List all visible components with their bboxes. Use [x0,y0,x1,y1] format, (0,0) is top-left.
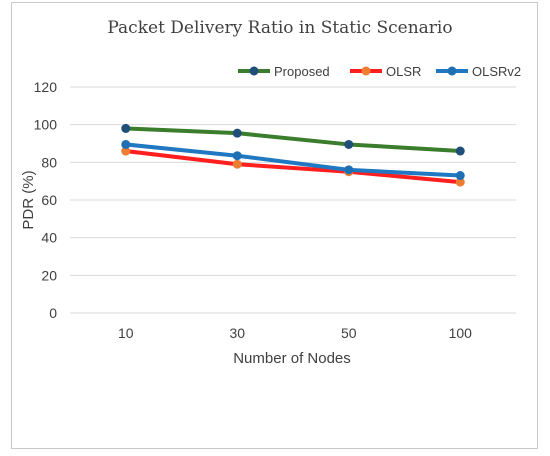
series-olsr [121,146,465,187]
chart-frame [11,2,538,449]
x-tick-label: 30 [229,325,245,341]
series-line [125,142,461,178]
legend-label: OLSRv2 [472,64,521,79]
y-tick-label: 80 [41,154,57,170]
y-tick-label: 120 [34,79,58,95]
legend-marker [447,66,457,76]
legend-marker [361,66,371,76]
y-tick-label: 40 [41,230,57,246]
data-point [121,146,131,156]
data-point [121,123,131,133]
data-point [232,151,242,161]
x-axis-label: Number of Nodes [233,350,351,367]
x-tick-label: 100 [449,325,473,341]
y-tick-label: 0 [49,305,57,321]
series-lines [121,123,465,187]
data-point [232,128,242,138]
data-point [455,177,465,187]
legend-item: Proposed [238,64,330,79]
legend-item: OLSR [350,64,421,79]
data-point [121,139,131,149]
series-line [125,149,461,185]
series-proposed [121,123,465,156]
y-axis-label: PDR (%) [20,170,37,229]
legend-marker [249,66,259,76]
gridlines [70,86,516,314]
legend-label: Proposed [274,64,330,79]
data-point [232,159,242,169]
x-tick-label: 10 [118,325,134,341]
x-tick-labels: 10 30 50 100 [118,325,472,341]
data-point [344,139,354,149]
data-point [455,146,465,156]
legend-label: OLSR [386,64,421,79]
data-point [455,171,465,181]
data-point [344,165,354,175]
y-tick-label: 60 [41,192,57,208]
legend: Proposed OLSR OLSRv2 [238,64,521,79]
series-olsrv2 [121,139,465,181]
chart-title: Packet Delivery Ratio in Static Scenario [107,18,452,38]
series-line [125,126,461,154]
y-tick-label: 100 [34,117,58,133]
y-tick-labels: 0 20 40 60 80 100 120 [34,79,58,321]
x-tick-label: 50 [341,325,357,341]
y-tick-label: 20 [41,267,57,283]
legend-item: OLSRv2 [436,64,521,79]
